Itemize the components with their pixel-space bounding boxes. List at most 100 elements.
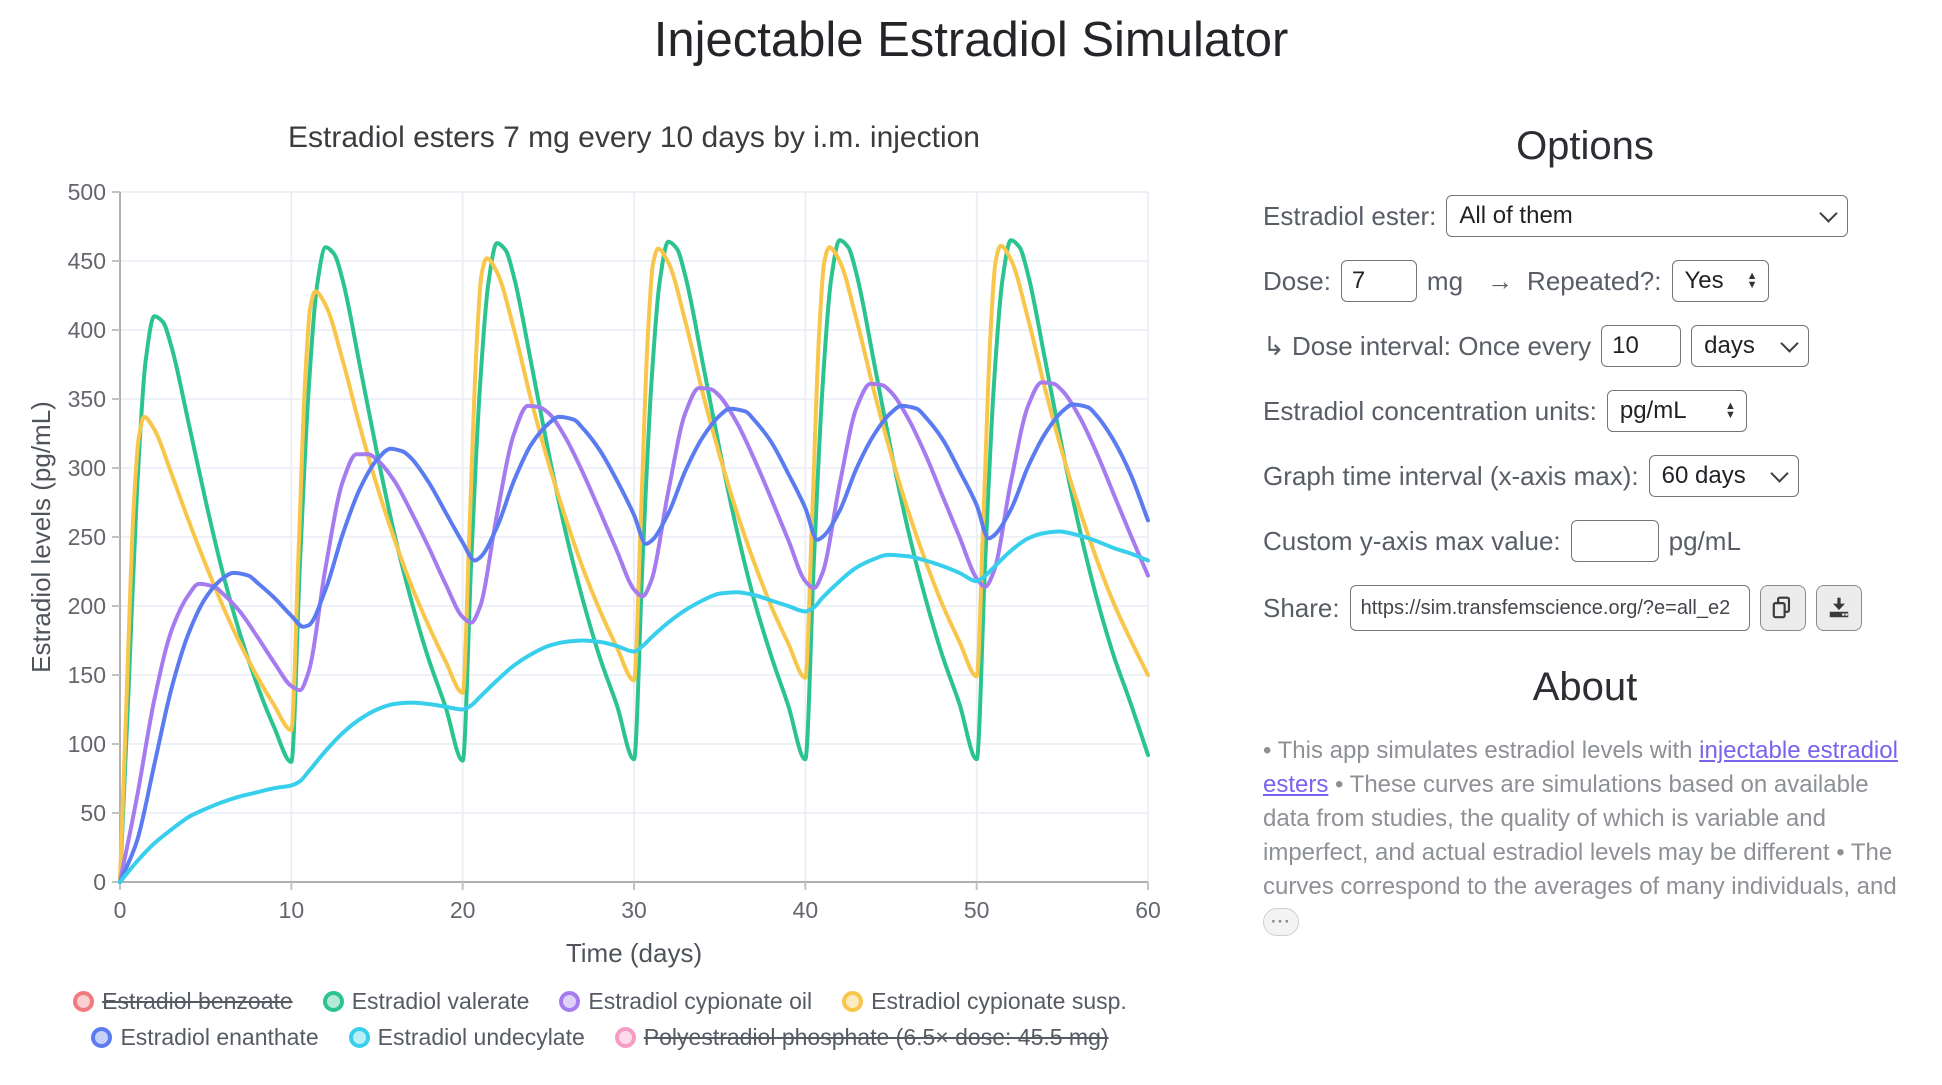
y-tick-label-50: 50: [80, 800, 106, 826]
about-text-part2: • These curves are simulations based on …: [1263, 771, 1897, 900]
y-tick-label-100: 100: [68, 731, 106, 757]
about-section: About • This app simulates estradiol lev…: [1255, 665, 1915, 938]
estradiol-ester-select[interactable]: All of them: [1446, 195, 1849, 237]
ester-selected-value: All of them: [1459, 202, 1573, 229]
ymax-unit-label: pg/mL: [1668, 525, 1741, 556]
arrow-right-icon: →: [1487, 265, 1514, 296]
legend-marker-icon: [73, 991, 95, 1012]
y-tick-label-150: 150: [68, 662, 106, 688]
legend-row-2: Estradiol enanthate Estradiol undecylate P…: [20, 1024, 1180, 1051]
legend-marker-icon: [322, 991, 344, 1012]
ymax-label: Custom y-axis max value:: [1263, 525, 1561, 556]
curve-estradiol-valerate: [118, 238, 1150, 884]
legend-marker-icon: [348, 1027, 370, 1048]
dose-unit-label: mg: [1426, 265, 1464, 296]
units-selected-value: pg/mL: [1619, 397, 1687, 424]
injectable-esters-link[interactable]: injectable estradiol esters: [1263, 737, 1898, 798]
chevron-down-icon: [1769, 464, 1789, 483]
legend-item-estradiol-undecylate[interactable]: Estradiol undecylate: [348, 1024, 585, 1051]
legend-item-estradiol-cypionate-susp[interactable]: Estradiol cypionate susp.: [842, 988, 1127, 1015]
options-panel: Options Estradiol ester: All of them Dos…: [1255, 118, 1915, 938]
dose-interval-row: ↳ Dose interval: Once every days: [1263, 325, 1915, 367]
repeated-selected-value: Yes: [1684, 267, 1724, 294]
chart-legend: Estradiol benzoate Estradiol valerate Estr…: [20, 988, 1180, 1051]
legend-marker-icon: [842, 991, 864, 1012]
curve-estradiol-cypionate-oil: [118, 380, 1150, 884]
legend-label: Estradiol enanthate: [120, 1024, 319, 1050]
x-tick-label-0: 0: [114, 897, 127, 923]
legend-item-polyestradiol-phosphate-6-5-dose-45-5-mg[interactable]: Polyestradiol phosphate (6.5× dose: 45.5…: [614, 1024, 1109, 1051]
chart-area: 0 10 20 30 40 50 60 0 50 100 150 200 250 300 350 400 450…: [20, 95, 1180, 980]
download-image-button[interactable]: [1815, 585, 1862, 631]
custom-ymax-input[interactable]: [1570, 520, 1659, 562]
interval-unit-select[interactable]: days: [1691, 325, 1810, 367]
units-row: Estradiol concentration units: pg/mL ▲ ▼: [1263, 390, 1915, 432]
legend-item-estradiol-enanthate[interactable]: Estradiol enanthate: [91, 1024, 319, 1051]
legend-label: Estradiol undecylate: [377, 1024, 585, 1050]
repeated-label: Repeated?:: [1527, 265, 1662, 296]
chart-title: Estradiol esters 7 mg every 10 days by i…: [288, 121, 980, 154]
x-tick-label-50: 50: [964, 897, 990, 923]
legend-marker-icon: [559, 991, 581, 1012]
dose-label: Dose:: [1263, 265, 1331, 296]
y-tick-label-300: 300: [68, 455, 106, 481]
dose-row: Dose: mg → Repeated?: Yes ▲▼: [1263, 260, 1915, 302]
share-url-input[interactable]: [1349, 585, 1750, 631]
legend-label: Estradiol cypionate susp.: [871, 988, 1127, 1014]
x-tick-label-40: 40: [793, 897, 819, 923]
legend-label: Polyestradiol phosphate (6.5× dose: 45.5…: [643, 1024, 1109, 1050]
time-interval-label: Graph time interval (x-axis max):: [1263, 460, 1639, 491]
time-interval-selected-value: 60 days: [1661, 462, 1746, 489]
y-axis-title: Estradiol levels (pg/mL): [26, 401, 56, 673]
curve-estradiol-cypionate-susp: [118, 243, 1150, 884]
dose-interval-label: ↳ Dose interval: Once every: [1263, 330, 1592, 361]
legend-label: Estradiol cypionate oil: [588, 988, 813, 1014]
interval-unit-selected-value: days: [1704, 332, 1755, 359]
legend-marker-icon: [91, 1027, 113, 1048]
about-text-part1: • This app simulates estradiol levels wi…: [1263, 737, 1700, 764]
legend-label: Estradiol valerate: [351, 988, 530, 1014]
page-title: Injectable Estradiol Simulator: [653, 13, 1289, 67]
ester-label: Estradiol ester:: [1263, 200, 1437, 231]
curve-estradiol-undecylate: [118, 529, 1150, 884]
ester-row: Estradiol ester: All of them: [1263, 195, 1915, 237]
legend-label: Estradiol benzoate: [102, 988, 293, 1014]
chevron-down-icon: [1819, 204, 1839, 223]
copy-link-button[interactable]: [1759, 585, 1806, 631]
ymax-row: Custom y-axis max value: pg/mL: [1263, 520, 1915, 562]
y-tick-label-200: 200: [68, 593, 106, 619]
copy-icon: [1772, 596, 1790, 619]
legend-row-1: Estradiol benzoate Estradiol valerate Estr…: [20, 988, 1180, 1015]
x-tick-label-10: 10: [279, 897, 305, 923]
repeated-select[interactable]: Yes ▲ ▼: [1671, 260, 1769, 302]
download-icon: [1829, 597, 1848, 618]
spinner-arrows-icon: ▲ ▼: [1746, 270, 1758, 291]
chevron-down-icon: [1780, 334, 1799, 353]
units-label: Estradiol concentration units:: [1263, 395, 1597, 426]
expand-about-button[interactable]: ···: [1263, 907, 1299, 936]
legend-item-estradiol-cypionate-oil[interactable]: Estradiol cypionate oil: [559, 988, 812, 1015]
y-tick-label-250: 250: [68, 524, 106, 550]
x-tick-label-60: 60: [1135, 897, 1161, 923]
y-tick-label-350: 350: [68, 386, 106, 412]
curve-estradiol-enanthate: [118, 402, 1150, 884]
x-tick-label-30: 30: [621, 897, 647, 923]
share-label: Share:: [1263, 592, 1340, 623]
dose-input[interactable]: [1340, 260, 1417, 302]
dose-interval-input[interactable]: [1601, 325, 1682, 367]
y-tick-label-0: 0: [93, 869, 106, 895]
about-heading: About: [1532, 665, 1638, 709]
spinner-arrows-icon: ▲ ▼: [1724, 400, 1736, 421]
time-interval-select[interactable]: 60 days: [1648, 455, 1799, 497]
x-axis-title: Time (days): [566, 938, 702, 968]
units-select[interactable]: pg/mL ▲ ▼: [1606, 390, 1747, 432]
share-row: Share:: [1263, 585, 1915, 631]
estradiol-levels-chart: 0 10 20 30 40 50 60 0 50 100 150 200 250 300 350 400 450…: [26, 121, 1161, 968]
legend-marker-icon: [614, 1027, 636, 1048]
legend-item-estradiol-benzoate[interactable]: Estradiol benzoate: [73, 988, 293, 1015]
options-heading: Options: [1516, 124, 1654, 168]
legend-item-estradiol-valerate[interactable]: Estradiol valerate: [322, 988, 530, 1015]
x-tick-label-20: 20: [450, 897, 476, 923]
y-tick-label-500: 500: [68, 179, 106, 205]
time-interval-row: Graph time interval (x-axis max): 60 day…: [1263, 455, 1915, 497]
